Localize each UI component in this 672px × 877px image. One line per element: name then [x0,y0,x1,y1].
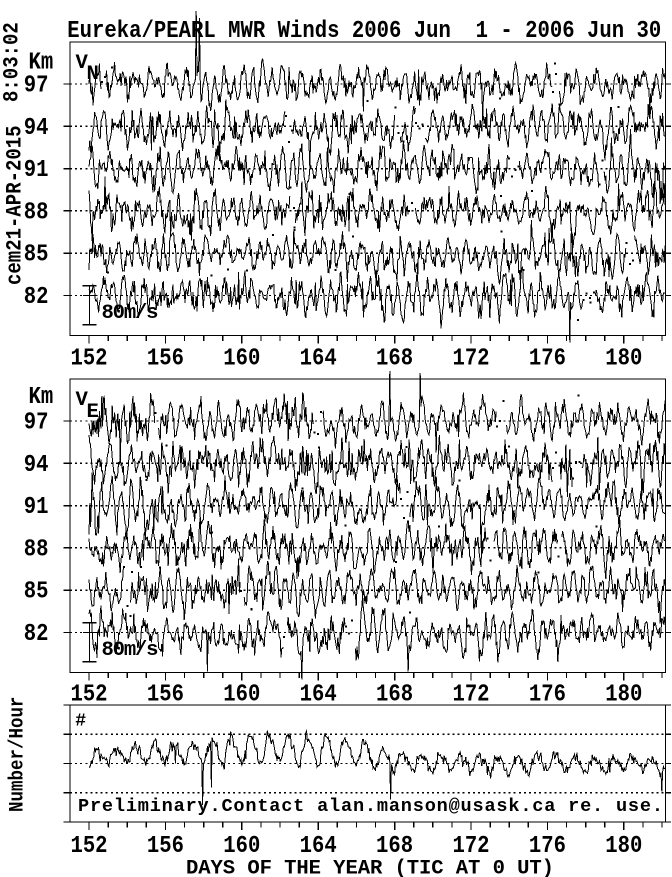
svg-text:164: 164 [300,680,337,708]
svg-text:80m/s: 80m/s [102,639,159,662]
svg-text:176: 176 [529,832,566,860]
svg-text:Km: Km [29,48,54,76]
svg-text:82: 82 [24,283,49,311]
svg-text:91: 91 [24,493,49,521]
svg-text:160: 160 [223,680,260,708]
svg-text:80m/s: 80m/s [102,302,159,325]
svg-text:176: 176 [529,680,566,708]
svg-text:94: 94 [24,450,49,478]
svg-text:#: # [75,711,86,731]
svg-text:V: V [76,389,89,412]
svg-text:176: 176 [529,344,566,372]
svg-text:156: 156 [147,680,184,708]
svg-text:172: 172 [452,344,489,372]
svg-text:88: 88 [24,198,49,226]
svg-text:Preliminary.Contact alan.manso: Preliminary.Contact alan.manson@usask.ca… [78,796,663,817]
svg-text:172: 172 [452,832,489,860]
svg-text:168: 168 [376,344,413,372]
svg-text:V: V [76,52,89,75]
svg-text:180: 180 [605,344,642,372]
svg-text:152: 152 [70,832,107,860]
svg-text:97: 97 [24,408,49,436]
svg-text:160: 160 [223,344,260,372]
svg-text:Km: Km [29,383,54,411]
svg-text:8:03:02: 8:03:02 [0,22,25,102]
svg-text:N: N [87,63,99,86]
svg-text:152: 152 [70,344,107,372]
svg-text:156: 156 [147,832,184,860]
svg-text:172: 172 [452,680,489,708]
svg-text:85: 85 [24,240,49,268]
svg-text:Number/Hour: Number/Hour [5,697,28,812]
svg-text:164: 164 [300,344,337,372]
svg-text:152: 152 [70,680,107,708]
svg-text:88: 88 [24,535,49,563]
svg-text:168: 168 [376,680,413,708]
svg-text:94: 94 [24,113,49,141]
svg-text:cem21-APR-2015: cem21-APR-2015 [3,125,28,285]
svg-text:164: 164 [300,832,337,860]
svg-text:DAYS OF THE YEAR (TIC AT 0 UT): DAYS OF THE YEAR (TIC AT 0 UT) [186,858,554,877]
svg-text:160: 160 [223,832,260,860]
svg-text:Eureka/PEARL MWR Winds 2006 Ju: Eureka/PEARL MWR Winds 2006 Jun 1 - 2006… [67,17,661,45]
svg-text:156: 156 [147,344,184,372]
svg-text:82: 82 [24,620,49,648]
svg-text:91: 91 [24,156,49,184]
svg-text:168: 168 [376,832,413,860]
svg-text:180: 180 [605,680,642,708]
svg-text:E: E [87,401,99,424]
svg-text:180: 180 [605,832,642,860]
svg-text:85: 85 [24,577,49,605]
svg-text:97: 97 [24,71,49,99]
